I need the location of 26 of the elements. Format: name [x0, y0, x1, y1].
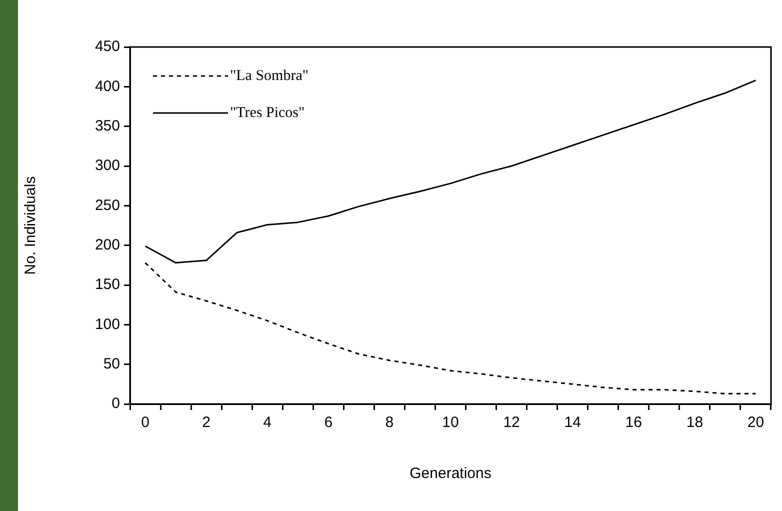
- legend-label: "La Sombra": [230, 68, 308, 84]
- x-tick-label: 16: [625, 414, 642, 432]
- x-tick-label: 20: [747, 414, 764, 432]
- y-tick-label: 400: [94, 78, 120, 95]
- line-series: [144, 262, 756, 394]
- legend-label: "Tres Picos": [230, 104, 305, 121]
- y-tick-label: 50: [103, 355, 120, 372]
- y-tick-label: 250: [94, 196, 120, 214]
- x-axis-title: Generations: [410, 465, 492, 482]
- x-tick-label: 4: [263, 414, 272, 432]
- y-tick-label: 0: [112, 395, 120, 412]
- y-tick-label: 450: [94, 38, 120, 56]
- y-tick-label: 300: [94, 157, 120, 174]
- x-tick-label: 6: [324, 414, 333, 432]
- y-axis-title: No. Individuals: [22, 176, 40, 275]
- y-tick-label: 350: [94, 117, 120, 134]
- x-tick-label: 8: [385, 414, 394, 432]
- y-tick-label: 150: [94, 276, 120, 294]
- x-tick-label: 14: [564, 414, 581, 432]
- y-tick-label: 100: [94, 316, 120, 333]
- x-tick-label: 0: [141, 414, 150, 432]
- x-tick-label: 18: [686, 414, 704, 432]
- y-tick-label: 200: [94, 236, 120, 254]
- x-tick-label: 12: [503, 414, 520, 432]
- x-tick-label: 10: [442, 414, 459, 432]
- x-tick-label: 2: [202, 414, 210, 432]
